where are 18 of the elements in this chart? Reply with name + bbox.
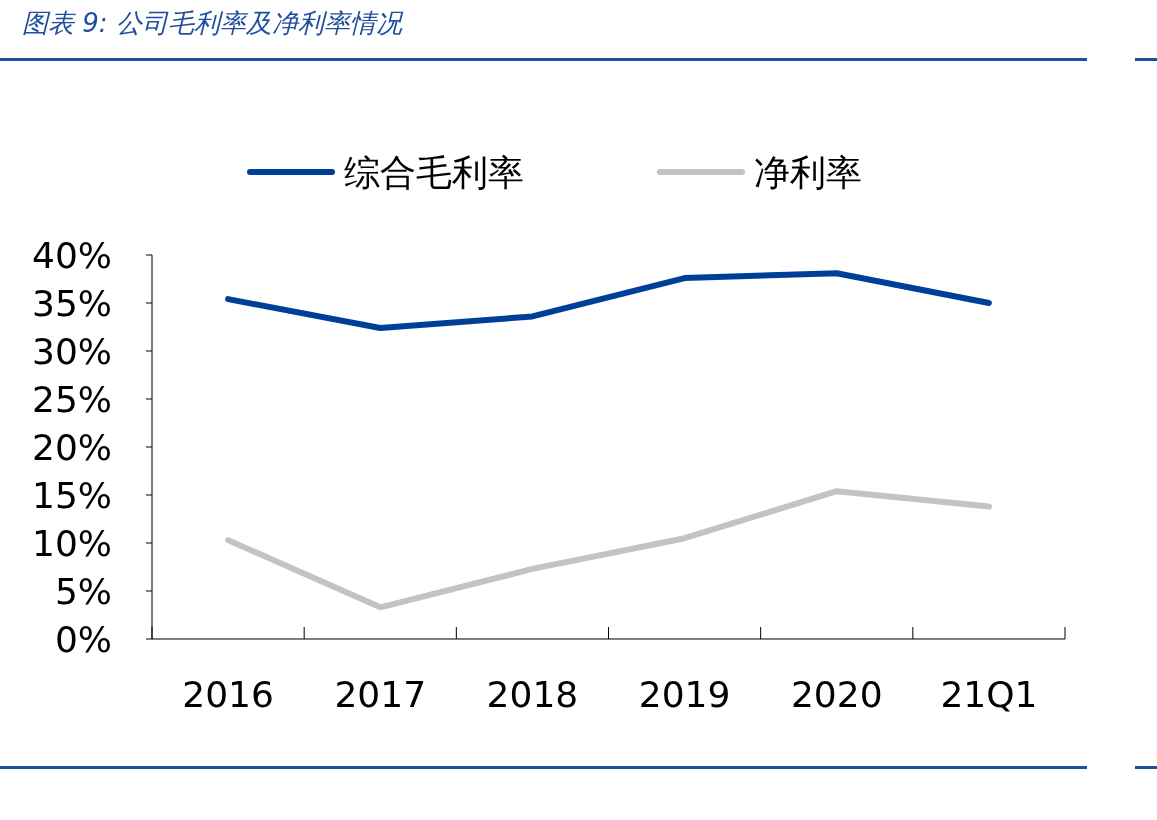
xtick-label: 2019 — [638, 673, 731, 715]
title: 图表 9: 公司毛利率及净利率情况 — [22, 8, 402, 38]
ytick-label: 35% — [32, 282, 112, 324]
xtick-label: 2017 — [334, 673, 427, 715]
ytick-label: 40% — [32, 234, 112, 276]
xtick-label: 2018 — [486, 673, 579, 715]
ytick-label: 30% — [32, 330, 112, 372]
ytick-label: 10% — [32, 522, 112, 564]
xtick-label: 21Q1 — [940, 673, 1038, 715]
ytick-label: 5% — [54, 570, 112, 612]
xtick-label: 2020 — [790, 673, 883, 715]
xtick-label: 2016 — [182, 673, 274, 715]
ytick-label: 20% — [32, 426, 112, 468]
legend-label: 综合毛利率 — [344, 151, 524, 193]
legend-label: 净利率 — [754, 151, 862, 193]
ytick-label: 0% — [54, 618, 112, 660]
ytick-label: 15% — [32, 474, 112, 516]
ytick-label: 25% — [32, 378, 112, 420]
